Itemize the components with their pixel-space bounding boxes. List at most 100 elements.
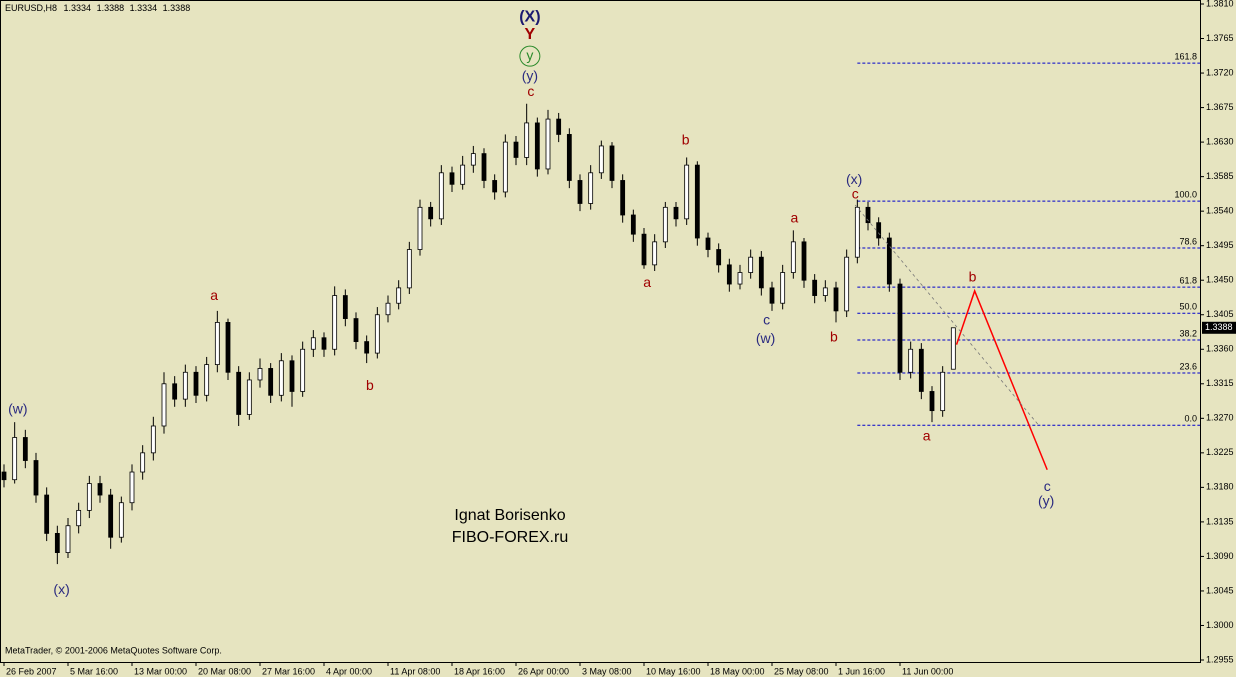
x-tick-label: 10 May 16:00: [646, 666, 701, 676]
candle-body: [662, 206, 668, 243]
candle-body: [620, 180, 626, 216]
candle-body: [844, 256, 850, 312]
candle-body: [268, 368, 274, 396]
candle-body: [726, 264, 732, 285]
wave-label: b: [830, 328, 838, 344]
candle-body: [694, 164, 700, 239]
candle-body: [918, 348, 924, 392]
candle-body: [428, 206, 434, 220]
wave-label: c: [527, 83, 534, 99]
y-tick-label: 1.3360: [1206, 344, 1234, 354]
y-tick-label: 1.3765: [1206, 33, 1234, 43]
open-value: 1.3334: [64, 3, 92, 13]
candle-body: [470, 153, 476, 166]
x-tick-label: 27 Mar 16:00: [262, 666, 315, 676]
x-tick-label: 13 Mar 00:00: [134, 666, 187, 676]
y-tick-label: 1.3135: [1206, 516, 1234, 526]
candle-body: [854, 206, 860, 258]
y-tick-label: 1.3090: [1206, 551, 1234, 561]
x-tick-label: 4 Apr 00:00: [326, 666, 372, 676]
fib-label: 78.6: [1179, 236, 1197, 246]
y-tick-label: 1.2955: [1206, 654, 1234, 664]
candle-body: [705, 237, 711, 250]
candle-body: [876, 222, 882, 239]
wave-label: y: [526, 47, 533, 63]
candle-body: [630, 214, 636, 235]
y-tick-label: 1.3270: [1206, 413, 1234, 423]
candle-body: [321, 337, 327, 350]
candle-body: [332, 295, 338, 350]
y-tick-label: 1.3810: [1206, 0, 1234, 8]
wave-label: a: [643, 274, 651, 290]
low-value: 1.3334: [130, 3, 158, 13]
candle-body: [246, 379, 252, 415]
chart-header: EURUSD,H8 1.3334 1.3388 1.3334 1.3388: [5, 3, 190, 13]
candle-body: [513, 141, 519, 158]
candle-body: [684, 164, 690, 220]
wave-label: (w): [756, 330, 775, 346]
wave-label: a: [923, 427, 931, 443]
candle-body: [577, 180, 583, 204]
wave-label: a: [791, 210, 799, 226]
x-tick-label: 3 May 08:00: [582, 666, 632, 676]
fib-label: 61.8: [1179, 275, 1197, 285]
x-tick-label: 18 Apr 16:00: [454, 666, 505, 676]
y-tick-label: 1.3315: [1206, 378, 1234, 388]
candle-body: [481, 153, 487, 181]
candle-body: [108, 494, 114, 538]
candle-body: [598, 145, 604, 174]
fib-label: 38.2: [1179, 328, 1197, 338]
x-tick-label: 26 Apr 00:00: [518, 666, 569, 676]
candle-body: [214, 322, 220, 366]
candle-body: [44, 494, 50, 534]
candle-body: [182, 371, 188, 400]
candle-body: [460, 164, 466, 185]
candle-body: [449, 172, 455, 185]
candle-body: [342, 295, 348, 319]
x-tick-label: 18 May 00:00: [710, 666, 765, 676]
watermark: FIBO-FOREX.ru: [452, 529, 568, 546]
candle-body: [790, 241, 796, 273]
candle-body: [385, 302, 391, 316]
candle-body: [353, 318, 359, 342]
wave-label: a: [210, 287, 218, 303]
y-tick-label: 1.3720: [1206, 67, 1234, 77]
price-label: 1.3388: [1205, 322, 1233, 332]
fib-label: 100.0: [1174, 190, 1197, 200]
candle-body: [193, 371, 199, 396]
candle-body: [534, 122, 540, 170]
candle-body: [86, 483, 92, 511]
y-tick-label: 1.3495: [1206, 240, 1234, 250]
candle-body: [364, 341, 370, 354]
candle-body: [524, 122, 530, 158]
candle-body: [865, 206, 871, 224]
watermark: Ignat Borisenko: [454, 507, 565, 524]
wave-label: c: [852, 186, 859, 202]
candle-body: [908, 348, 914, 373]
candle-body: [822, 287, 828, 296]
wave-label: b: [682, 131, 690, 147]
candle-body: [780, 272, 786, 304]
plot-frame: [0, 0, 1201, 663]
candle-body: [897, 283, 903, 373]
forecast-line: [955, 288, 1048, 471]
candle-body: [502, 141, 508, 193]
candle-body: [300, 348, 306, 392]
candle-body: [950, 327, 956, 370]
wave-label: c: [763, 312, 770, 328]
candle-body: [310, 337, 316, 350]
candle-body: [588, 172, 594, 204]
candle-body: [225, 322, 231, 373]
candle-body: [566, 134, 572, 181]
candle-body: [97, 483, 103, 496]
high-value: 1.3388: [97, 3, 125, 13]
candle-body: [545, 118, 551, 170]
x-tick-label: 11 Apr 08:00: [390, 666, 440, 676]
candle-body: [257, 368, 263, 381]
wave-label: (y): [1038, 493, 1054, 509]
candle-body: [556, 118, 562, 135]
y-tick-label: 1.3585: [1206, 171, 1234, 181]
symbol: EURUSD,H8: [5, 3, 57, 13]
